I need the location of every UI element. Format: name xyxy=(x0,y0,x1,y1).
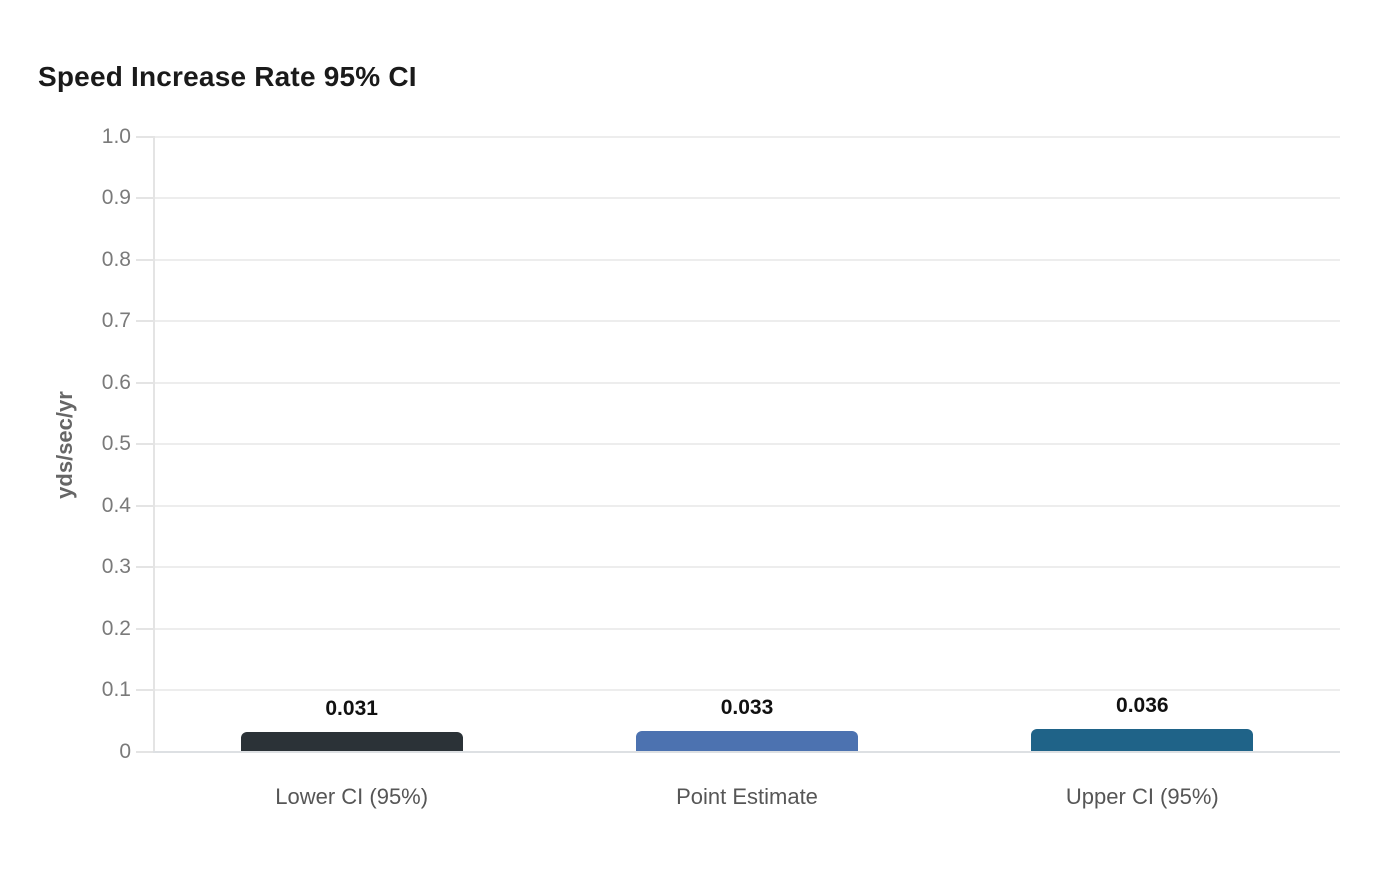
y-tick-label: 0.9 xyxy=(101,186,131,210)
y-tick-label: 0.3 xyxy=(101,555,131,579)
gridline-y-0.2 xyxy=(153,627,1340,630)
y-tick-mark xyxy=(136,381,155,384)
y-tick-mark xyxy=(136,136,155,138)
y-tick-label: 0.6 xyxy=(101,370,131,394)
bar-1 xyxy=(240,732,463,752)
y-tick-label: 0 xyxy=(119,739,131,763)
bar-2 xyxy=(636,731,858,752)
bar-value-label: 0.033 xyxy=(720,696,774,720)
y-tick-label: 0.4 xyxy=(101,493,131,517)
x-tick-label: Lower CI (95%) xyxy=(275,784,429,809)
x-tick-label: Point Estimate xyxy=(676,784,818,809)
y-tick-label: 1.0 xyxy=(101,125,131,148)
y-tick-label: 0.1 xyxy=(101,678,131,702)
gridline-y-0.1 xyxy=(153,689,1340,692)
gridline-y-0.7 xyxy=(153,320,1340,323)
y-tick-mark xyxy=(136,197,155,200)
y-axis-line xyxy=(153,137,155,753)
y-tick-label: 0.5 xyxy=(101,432,131,456)
y-tick-mark xyxy=(136,443,155,446)
gridline-y-0.3 xyxy=(153,566,1340,569)
gridline-y-0.6 xyxy=(153,381,1340,384)
bar-3 xyxy=(1031,729,1254,752)
y-tick-mark xyxy=(136,689,155,692)
x-tick-label: Upper CI (95%) xyxy=(1065,784,1219,809)
y-tick-label: 0.7 xyxy=(101,309,131,333)
y-tick-mark xyxy=(136,504,155,507)
chart-title: Speed Increase Rate 95% CI xyxy=(38,61,417,92)
gridline-y-0.9 xyxy=(153,197,1340,200)
y-tick-label: 0.8 xyxy=(101,247,131,271)
gridline-y-0.4 xyxy=(153,504,1340,507)
bar-value-label: 0.036 xyxy=(1116,694,1169,718)
y-tick-label: 0.2 xyxy=(101,616,131,640)
y-tick-mark xyxy=(136,566,155,569)
bar-value-label: 0.031 xyxy=(325,697,378,721)
x-axis-baseline xyxy=(153,751,1340,753)
gridline-y-0.8 xyxy=(153,258,1340,261)
y-tick-mark xyxy=(136,320,155,323)
y-tick-mark xyxy=(136,627,155,630)
gridline-y-0.5 xyxy=(153,443,1340,446)
y-tick-mark xyxy=(136,258,155,261)
gridline-y-1.0 xyxy=(153,136,1340,138)
y-tick-mark xyxy=(136,750,155,753)
